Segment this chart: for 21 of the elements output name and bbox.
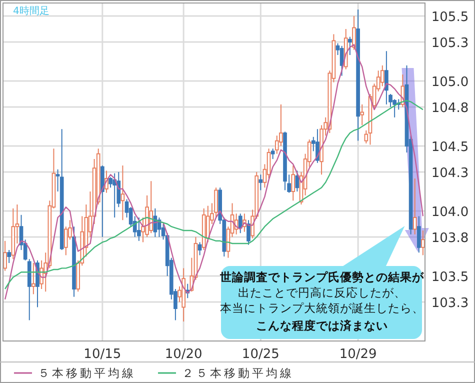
y-tick-label: 105.5: [431, 10, 469, 25]
x-tick-label: 10/25: [242, 347, 280, 362]
y-tick-label: 103.3: [431, 296, 469, 311]
y-tick-label: 104.8: [431, 101, 469, 116]
legend-label: ５本移動平均線: [38, 366, 136, 380]
x-tick-label: 10/15: [84, 347, 122, 362]
annotation: 世論調査でトランプ氏優勢との結果が: [219, 270, 425, 284]
annotation: 出たことで円高に反応したが、: [238, 286, 406, 300]
y-tick-label: 104.3: [431, 166, 469, 181]
y-tick-label: 104.0: [431, 205, 469, 220]
y-tick-label: 104.5: [431, 140, 469, 155]
legend-label: ２５本移動平均線: [182, 366, 294, 380]
y-tick-label: 105.3: [431, 36, 469, 51]
y-tick-label: 103.8: [431, 231, 469, 246]
x-tick-label: 10/29: [339, 347, 377, 362]
y-tick-label: 103.5: [431, 270, 469, 285]
annotation: こんな程度では済まない: [256, 318, 388, 332]
annotation: 本当にトランプ大統領が誕生したら、: [220, 301, 424, 315]
y-tick-label: 105.0: [431, 75, 469, 90]
chart-title: 4時間足: [13, 5, 50, 17]
x-tick-label: 10/20: [164, 347, 202, 362]
